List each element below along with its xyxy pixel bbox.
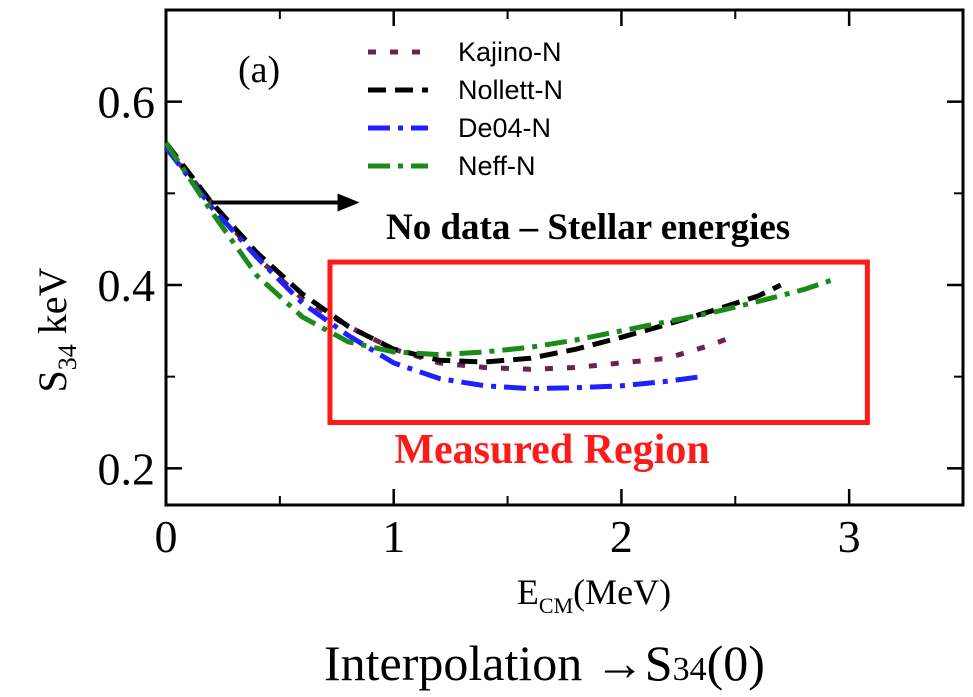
footer-caption-sub: 34 — [673, 651, 707, 688]
region-annotation: Measured Region — [394, 427, 709, 473]
y-axis-label-main: S — [30, 370, 75, 392]
x-tick-label-1: 1 — [382, 511, 405, 562]
y-axis-label-sub: 34 — [53, 344, 82, 370]
axis-ticks — [164, 10, 963, 505]
x-axis-label-main: E — [517, 572, 539, 612]
legend: Kajino-N Nollett-N De04-N Neff-N — [368, 37, 563, 181]
x-tick-label-2: 2 — [610, 511, 633, 562]
x-axis-label: ECM(MeV) — [517, 572, 671, 618]
tick-labels: 0 1 2 3 0.2 0.4 0.6 — [98, 77, 861, 562]
x-axis-label-sub: CM — [539, 593, 573, 618]
plot-frame — [164, 8, 965, 507]
series-line-neff-n — [163, 141, 832, 358]
panel-label: (a) — [238, 49, 280, 91]
series-line-nollett-n — [164, 141, 782, 365]
y-axis-label-rest: keV — [30, 267, 75, 344]
legend-label-3: Neff-N — [458, 151, 536, 181]
y-tick-label-2: 0.6 — [98, 77, 156, 128]
arrow-annotation: No data – Stellar energies — [386, 207, 790, 248]
footer-caption-rest: (0) — [707, 635, 765, 691]
plot-border — [164, 8, 965, 507]
legend-label-0: Kajino-N — [458, 37, 562, 67]
region-box — [327, 259, 870, 426]
legend-label-1: Nollett-N — [458, 75, 563, 105]
y-tick-label-0: 0.2 — [98, 443, 156, 494]
arrow-head — [337, 193, 360, 212]
series-line-de04-n — [164, 145, 702, 392]
legend-label-2: De04-N — [458, 113, 551, 143]
x-tick-label-3: 3 — [838, 511, 861, 562]
measured-region — [327, 259, 870, 426]
y-axis-label: S34 keV — [30, 267, 82, 392]
x-axis-label-rest: (MeV) — [573, 572, 671, 612]
x-tick-label-0: 0 — [155, 511, 178, 562]
footer-caption: Interpolation →S34(0) — [324, 635, 765, 691]
series-lines — [163, 141, 832, 392]
y-tick-label-1: 0.4 — [98, 260, 156, 311]
series-line-kajino-n — [164, 145, 737, 372]
footer-caption-main: Interpolation →S — [324, 635, 673, 691]
stellar-arrow — [211, 193, 360, 212]
